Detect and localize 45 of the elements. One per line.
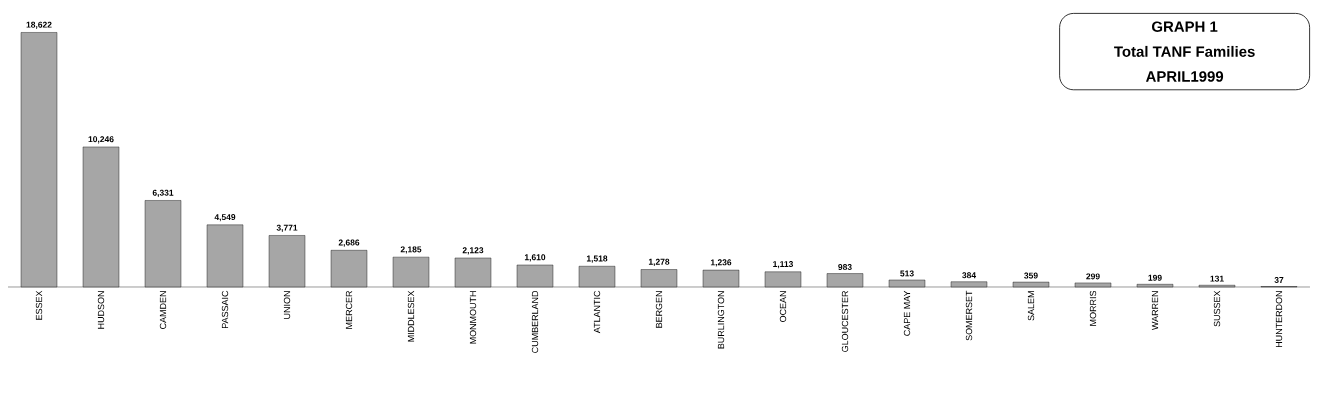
data-label: 37 <box>1274 276 1284 283</box>
data-label: 3,771 <box>276 224 298 232</box>
x-tick-label: SOMERSET <box>965 290 973 341</box>
data-label: 131 <box>1210 275 1224 282</box>
x-tick-label: CUMBERLAND <box>531 290 539 353</box>
data-label: 18,622 <box>26 21 52 29</box>
text: Total TANF Families <box>1114 45 1255 57</box>
data-label: 384 <box>962 272 977 279</box>
x-tick-label: UNION <box>283 291 291 319</box>
x-tick-label: ATLANTIC <box>593 290 601 334</box>
data-label: 2,123 <box>462 247 484 255</box>
x-tick-label: CAMDEN <box>159 291 167 329</box>
x-tick-label: MONMOUTH <box>469 291 477 344</box>
data-label: 4,549 <box>214 214 236 222</box>
x-tick-label: MORRIS <box>1089 290 1097 326</box>
data-label: 6,331 <box>152 189 174 197</box>
x-tick-label: HUNTERDON <box>1275 291 1283 348</box>
x-tick-label: SALEM <box>1027 291 1035 321</box>
chart-title: GRAPH 1 <box>1152 21 1218 32</box>
data-label: 199 <box>1148 274 1162 281</box>
data-label: 1,113 <box>773 261 794 269</box>
data-label: 2,185 <box>400 246 422 254</box>
x-tick-label: GLOUCESTER <box>841 290 849 352</box>
data-label: 983 <box>838 264 852 271</box>
data-label: 1,610 <box>524 254 546 262</box>
x-tick-label: BERGEN <box>655 291 663 328</box>
data-label: 513 <box>900 270 914 277</box>
data-label: 1,278 <box>648 258 670 267</box>
x-tick-label: PASSAIC <box>221 290 229 328</box>
x-tick-label: WARREN <box>1151 291 1159 330</box>
x-tick-label: MIDDLESEX <box>407 290 415 342</box>
annotation: APRIL1999 <box>1145 71 1224 82</box>
data-label: 1,236 <box>710 259 732 267</box>
x-tick-label: ESSEX <box>35 290 43 320</box>
data-label: 10,246 <box>88 136 114 144</box>
data-label: 2,686 <box>338 239 360 247</box>
data-label: 359 <box>1024 272 1038 279</box>
x-tick-label: BURLINGTON <box>717 291 725 349</box>
data-label: 1,518 <box>586 255 608 263</box>
x-tick-label: OCEAN <box>779 291 787 322</box>
x-tick-label: HUDSON <box>97 291 105 329</box>
x-tick-label: SUSSEX <box>1213 290 1221 327</box>
data-label: 299 <box>1086 273 1100 280</box>
x-tick-label: MERCER <box>345 290 353 329</box>
x-tick-label: CAPE MAY <box>903 290 911 336</box>
